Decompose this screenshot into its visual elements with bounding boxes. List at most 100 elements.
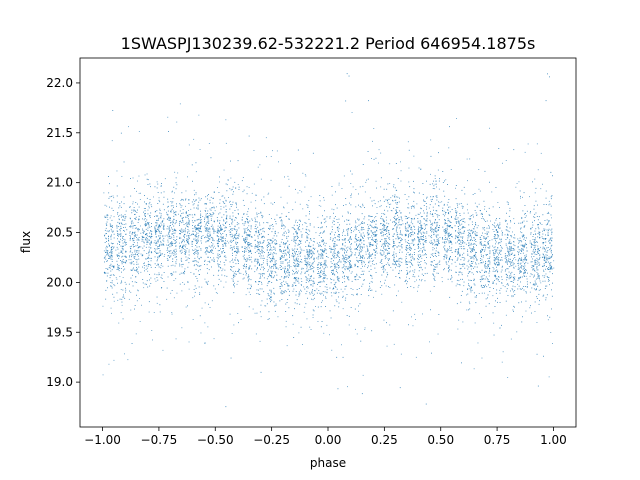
data-point [360,246,362,248]
data-point [435,222,437,224]
data-point [331,270,333,271]
data-point [382,235,384,237]
data-point [257,242,259,244]
data-point [319,275,321,277]
data-point [107,246,108,248]
data-point [125,223,127,225]
data-point [375,234,377,236]
data-point [233,285,235,286]
data-point [405,279,407,281]
data-point [399,237,401,239]
data-point [183,231,185,232]
data-point [396,232,398,234]
data-point [251,252,252,254]
data-point [335,244,337,246]
data-point [280,292,282,294]
data-point [138,215,140,217]
data-point [400,240,402,241]
data-point [437,229,439,230]
data-point [463,218,465,220]
data-point [250,226,252,228]
data-point [167,241,169,243]
data-point [125,261,126,263]
data-point [418,259,420,260]
data-point [324,245,326,247]
data-point [438,219,440,221]
data-point [485,284,486,286]
data-point [304,288,306,290]
data-point [226,214,228,216]
data-point [117,248,119,250]
data-point [166,213,168,215]
data-point [179,210,181,212]
data-point [399,249,401,251]
data-point [486,227,488,229]
data-point [322,264,324,266]
data-point [460,278,462,280]
data-point [197,250,199,251]
data-point [436,225,438,227]
data-point [304,273,306,274]
data-point [232,258,233,260]
data-point [338,230,339,232]
data-point [449,225,451,226]
data-point [149,235,151,237]
data-point [356,293,358,295]
data-point [256,212,258,214]
data-point [358,230,360,231]
data-point [485,254,487,256]
data-point [168,219,170,221]
data-point [287,247,289,249]
data-point [262,246,263,247]
data-point [335,267,336,269]
data-point [188,203,190,204]
data-point [333,256,334,258]
data-point [468,271,470,273]
data-point [316,242,318,244]
data-point [489,269,490,271]
data-point [271,242,273,244]
data-point [199,228,200,229]
data-point [336,253,338,255]
data-point [167,252,168,253]
data-point [281,284,283,286]
data-point [320,255,322,257]
data-point [404,235,406,237]
data-point [183,272,184,273]
data-point [182,272,184,274]
data-point [372,220,373,221]
data-point [194,248,196,250]
data-point [247,229,248,231]
data-point [123,238,125,240]
data-point [194,252,195,253]
data-point [192,241,194,242]
data-point [143,242,145,244]
data-point [444,248,446,250]
data-point [300,284,302,286]
data-point [173,252,175,254]
data-point [393,242,395,244]
data-point [337,227,338,229]
data-point [183,235,185,237]
data-point [276,274,278,276]
data-point [467,255,469,256]
data-point [389,206,390,208]
data-point [207,215,209,217]
data-point [480,279,482,281]
data-point [286,232,287,234]
data-point [383,213,385,215]
data-point [424,254,426,256]
data-point [288,261,290,263]
data-point [270,289,272,291]
data-point [320,264,322,266]
data-point [197,229,199,230]
data-point [417,218,419,219]
data-point [206,247,208,249]
data-point [125,244,127,245]
data-point [219,256,221,258]
data-point [205,247,206,249]
data-point [408,278,410,280]
data-point [260,255,262,257]
data-point [274,275,275,277]
data-point [397,265,399,267]
